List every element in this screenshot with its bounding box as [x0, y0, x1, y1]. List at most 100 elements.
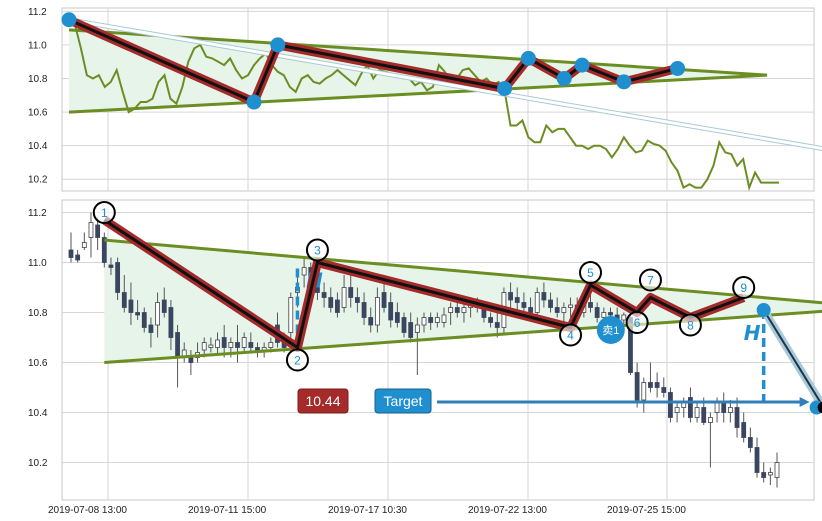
candle-body: [774, 462, 780, 478]
candle: [448, 302, 454, 325]
candle: [674, 402, 680, 423]
candle-body: [741, 422, 747, 438]
candle: [488, 312, 494, 328]
candle-body: [727, 407, 733, 413]
candle-body: [548, 299, 553, 308]
pivot-label-ring: [678, 313, 702, 337]
candle: [235, 325, 240, 363]
candle-body: [594, 307, 600, 318]
candle: [335, 292, 340, 318]
candle: [707, 412, 713, 468]
pivot-label-ring: [638, 268, 662, 292]
pivot-label-ring: [305, 238, 329, 262]
target-badge-bg: [374, 388, 432, 414]
candle: [168, 300, 174, 350]
candle-body: [348, 287, 354, 298]
candle: [548, 292, 553, 313]
bottom-y-tick-label: 10.8: [28, 308, 48, 319]
top-pivot-marker: [616, 74, 632, 90]
sell-marker-text: 卖1: [602, 324, 619, 337]
candle: [634, 362, 640, 408]
value-badge-text: 10.44: [305, 393, 340, 409]
candle: [727, 400, 733, 423]
candle-body: [354, 297, 360, 303]
pivot-label-ring: [285, 348, 309, 372]
pivot-label-8: 8: [678, 313, 702, 337]
candle-body: [128, 299, 134, 313]
candle-body: [541, 292, 547, 301]
candle-body: [95, 224, 101, 238]
pivot-label-6: 6: [625, 311, 649, 334]
top-pivot-marker: [670, 60, 686, 76]
candle-body: [161, 299, 167, 313]
candle-body: [188, 357, 194, 363]
candle: [321, 282, 327, 308]
top-triangle-lower: [68, 73, 768, 114]
forecast-path-inner: [762, 309, 822, 407]
candle: [241, 332, 247, 353]
x-tick-label: 2019-07-11 15:00: [188, 505, 267, 516]
candle-body: [215, 339, 220, 348]
candle: [128, 282, 134, 325]
candle-body: [428, 317, 434, 323]
candle-body: [208, 344, 214, 348]
pivot-label-7: 7: [638, 268, 662, 292]
candle-body: [341, 287, 347, 308]
candle-body: [494, 322, 500, 328]
candle-body: [388, 302, 394, 321]
candle: [648, 362, 653, 393]
pivot-label-text: 3: [314, 244, 321, 258]
candle: [95, 217, 101, 250]
candle: [381, 282, 387, 313]
candle-body: [335, 299, 340, 313]
candle: [641, 377, 647, 413]
candle-body: [707, 417, 713, 423]
candle: [221, 325, 227, 358]
candle-body: [421, 317, 427, 326]
candle-body: [381, 292, 387, 308]
candle-body: [694, 407, 700, 418]
candle-body: [148, 324, 154, 333]
candle-body: [554, 307, 560, 313]
candle: [348, 275, 354, 308]
candle-body: [608, 312, 613, 316]
candle: [514, 287, 520, 313]
top-y-tick-label: 10.6: [28, 108, 48, 119]
top-pivot-marker: [61, 12, 77, 28]
top-pivot-marker: [520, 50, 536, 66]
x-tick-label: 2019-07-08 13:00: [48, 505, 127, 516]
candle-body: [394, 312, 400, 323]
candle-body: [241, 337, 247, 348]
candle-body: [654, 382, 660, 388]
pivot-label-ring: [579, 261, 603, 284]
pivot-label-text: 8: [687, 319, 694, 333]
candle-body: [374, 297, 380, 326]
candle-body: [135, 312, 141, 316]
candle-body: [488, 317, 494, 323]
target-badge-text: Target: [384, 393, 423, 409]
pivot-label-text: 4: [567, 329, 574, 343]
pivot-label-9: 9: [732, 276, 756, 299]
candle: [101, 232, 107, 268]
sell-marker: 卖1: [596, 316, 625, 344]
target-badge: Target: [374, 388, 432, 414]
top-pivot-marker: [556, 71, 572, 87]
candle: [394, 302, 400, 328]
candle-body: [221, 337, 227, 348]
candle: [148, 317, 154, 348]
candle-body: [81, 242, 87, 248]
candle-body: [734, 407, 740, 428]
value-badge: 10.44: [297, 388, 349, 414]
candle-body: [328, 297, 334, 308]
candle-body: [448, 307, 454, 313]
top-panel: 10.2 10.4 10.6 10.8 11.0 11.2: [28, 7, 822, 192]
candle: [161, 287, 167, 318]
target-arrow-head: [799, 397, 810, 407]
candle: [654, 372, 660, 398]
candle: [374, 287, 380, 333]
pivot-label-text: 5: [587, 266, 594, 280]
candle: [361, 292, 367, 325]
candle-body: [714, 402, 720, 413]
candle: [428, 312, 434, 330]
